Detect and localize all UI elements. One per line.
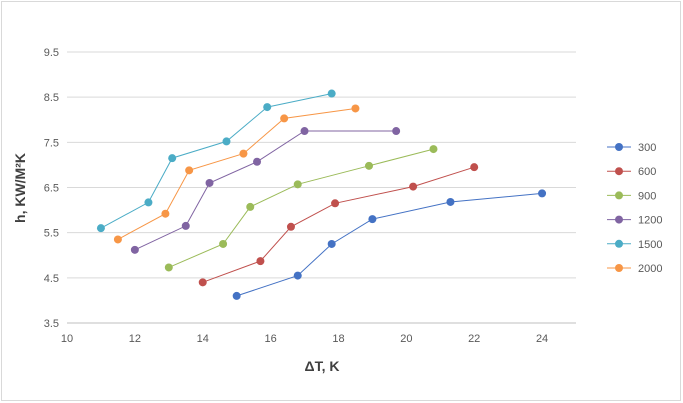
legend-label: 900 (638, 190, 656, 202)
data-point (446, 197, 455, 206)
data-point (253, 157, 262, 166)
data-point (327, 89, 336, 98)
data-point (293, 271, 302, 280)
legend-item: 300 (607, 142, 656, 154)
data-point (538, 189, 547, 198)
legend-swatch-marker (615, 167, 623, 176)
y-axis-title: h, KW/M²K (12, 153, 28, 223)
series-line (236, 192, 543, 297)
data-point (144, 198, 153, 207)
legend-swatch-marker (615, 143, 623, 151)
data-point (130, 245, 139, 254)
x-tick-label: 22 (468, 333, 480, 345)
legend-item: 1500 (607, 239, 662, 251)
y-tick-label: 8.5 (44, 92, 59, 104)
data-point (331, 199, 340, 208)
data-point (351, 104, 360, 113)
y-tick-label: 6.5 (44, 183, 59, 195)
legend-item: 1200 (607, 215, 662, 227)
series-600 (198, 163, 479, 287)
y-tick-label: 7.5 (44, 137, 59, 149)
series-line (134, 130, 397, 251)
series-layer (96, 89, 547, 300)
data-point (113, 235, 122, 244)
series-1500 (96, 89, 336, 233)
data-point (293, 180, 302, 189)
data-point (256, 257, 265, 266)
data-point (263, 103, 272, 112)
x-tick-label: 16 (264, 333, 276, 345)
data-point (232, 291, 241, 300)
series-line (117, 108, 356, 240)
legend-swatch-marker (615, 191, 623, 200)
series-2000 (113, 104, 360, 244)
data-point (409, 182, 418, 191)
data-point (161, 209, 170, 218)
data-point (327, 239, 336, 248)
series-line (202, 166, 475, 283)
series-300 (232, 189, 547, 300)
series-1200 (130, 127, 401, 254)
axes: 3.5 4.5 5.5 6.5 7.5 8.5 9.5 10 12 14 16 18 20 22 24 (44, 47, 576, 345)
data-point (300, 127, 309, 136)
data-point (239, 149, 248, 158)
x-tick-label: 20 (400, 333, 412, 345)
data-point (185, 166, 194, 175)
legend-label: 600 (638, 166, 656, 178)
data-point (222, 137, 231, 146)
data-point (392, 127, 401, 136)
legend-label: 1200 (638, 215, 662, 227)
y-tick-label: 4.5 (44, 273, 59, 285)
legend-swatch-marker (615, 264, 623, 272)
data-point (198, 278, 207, 287)
legend-item: 2000 (607, 263, 662, 275)
data-point (365, 161, 374, 170)
legend-label: 2000 (638, 263, 662, 275)
data-point (280, 114, 289, 123)
data-point (429, 145, 438, 154)
y-tick-label: 5.5 (44, 228, 59, 240)
x-tick-label: 14 (197, 333, 209, 345)
data-point (205, 178, 214, 187)
data-point (164, 263, 173, 272)
legend-label: 1500 (638, 239, 662, 251)
series-line (100, 93, 332, 229)
legend-item: 600 (607, 166, 656, 178)
legend-swatch-marker (615, 215, 623, 224)
data-point (181, 221, 190, 230)
series-line (168, 148, 434, 268)
legend: 300 600 900 1200 1500 2000 (607, 142, 662, 275)
data-point (96, 224, 105, 233)
data-point (470, 163, 479, 172)
x-tick-label: 18 (332, 333, 344, 345)
legend-swatch-marker (615, 239, 623, 248)
data-point (246, 202, 255, 211)
x-tick-label: 24 (536, 333, 548, 345)
legend-item: 900 (607, 190, 656, 202)
x-tick-label: 10 (61, 333, 73, 345)
y-tick-label: 9.5 (44, 47, 59, 59)
x-axis-title: ΔT, K (305, 358, 340, 374)
data-point (368, 215, 377, 224)
legend-label: 300 (638, 142, 656, 154)
y-tick-label: 3.5 (44, 318, 59, 330)
x-tick-label: 12 (129, 333, 141, 345)
data-point (168, 154, 177, 163)
data-point (286, 222, 295, 231)
series-900 (164, 145, 438, 272)
data-point (219, 239, 228, 248)
gridlines (67, 51, 576, 279)
